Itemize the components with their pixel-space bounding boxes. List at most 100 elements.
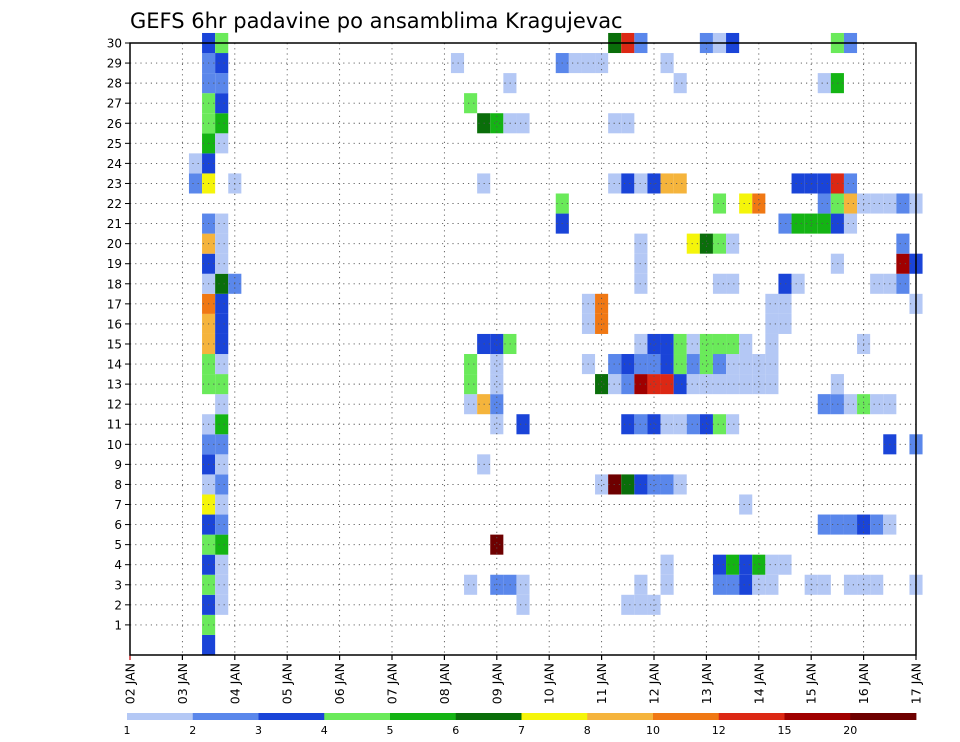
- heatmap-cell: [490, 534, 504, 555]
- grid-lines: [130, 43, 916, 655]
- heatmap-cell: [660, 414, 674, 435]
- heatmap-cell: [660, 474, 674, 495]
- heatmap-cell: [660, 354, 674, 375]
- heatmap-cell: [765, 374, 779, 395]
- y-tick-label: 23: [107, 177, 122, 191]
- heatmap-cell: [817, 193, 831, 214]
- y-tick-label: 4: [114, 558, 122, 572]
- heatmap-cell: [621, 474, 635, 495]
- heatmap-cell: [490, 354, 504, 375]
- heatmap-cell: [739, 193, 753, 214]
- heatmap-cell: [595, 474, 609, 495]
- heatmap-cell: [896, 193, 910, 214]
- x-tick-label: 16 JAN: [856, 663, 871, 704]
- heatmap-cell: [634, 173, 648, 194]
- x-tick-label: 12 JAN: [647, 663, 662, 704]
- heatmap-cell: [215, 414, 229, 435]
- colorbar-swatch: [192, 713, 259, 720]
- heatmap-cell: [490, 394, 504, 415]
- heatmap-cell: [752, 193, 766, 214]
- heatmap-cell: [215, 434, 229, 455]
- colorbar-swatch: [324, 713, 391, 720]
- heatmap-cell: [490, 333, 504, 355]
- heatmap-cell: [752, 374, 766, 395]
- heatmap-cell: [595, 53, 609, 74]
- heatmap-cell: [215, 394, 229, 415]
- heatmap-cell: [817, 514, 831, 535]
- y-tick-label: 22: [107, 197, 122, 211]
- heatmap-cell: [870, 514, 884, 535]
- colorbar-swatch: [653, 713, 720, 720]
- heatmap-cell: [739, 333, 753, 355]
- heatmap-cell: [843, 514, 858, 535]
- chart-title: GEFS 6hr padavine po ansamblima Kragujev…: [130, 9, 623, 33]
- heatmap-cell: [686, 233, 700, 254]
- colorbar-swatch: [718, 713, 785, 720]
- heatmap-cell: [686, 374, 700, 395]
- heatmap-cell: [215, 454, 229, 475]
- heatmap-cell: [726, 354, 740, 375]
- heatmap-cell: [726, 273, 740, 294]
- heatmap-cell: [739, 574, 753, 595]
- colorbar-swatch: [587, 713, 654, 720]
- heatmap-cell: [660, 574, 674, 595]
- colorbar-label: 1: [124, 724, 131, 737]
- heatmap-cell: [215, 133, 229, 154]
- heatmap-cell: [634, 594, 648, 615]
- heatmap-cell: [215, 273, 229, 294]
- heatmap-cell: [712, 273, 727, 294]
- heatmap-cell: [726, 374, 740, 395]
- heatmap-cell: [843, 213, 858, 234]
- heatmap-cell: [765, 354, 779, 375]
- colorbar-swatch: [258, 713, 325, 720]
- heatmap-cell: [215, 253, 229, 274]
- heatmap-cell: [464, 93, 478, 114]
- colorbar-label: 6: [452, 724, 459, 737]
- heatmap-cell: [699, 354, 713, 375]
- heatmap-cell: [215, 574, 229, 595]
- heatmap-cell: [647, 474, 661, 495]
- heatmap-cell: [686, 414, 700, 435]
- heatmap-cell: [516, 574, 530, 595]
- heatmap-cell: [699, 333, 713, 355]
- heatmap-cell: [673, 354, 687, 375]
- heatmap-cell: [712, 574, 727, 595]
- y-tick-label: 28: [107, 77, 122, 91]
- heatmap-cell: [621, 594, 635, 615]
- heatmap-cell: [739, 494, 753, 515]
- heatmap-cell: [726, 233, 740, 254]
- heatmap-cell: [215, 293, 229, 314]
- heatmap-cell: [647, 354, 661, 375]
- heatmap-cell: [712, 354, 727, 375]
- heatmap-cell: [765, 293, 779, 314]
- heatmap-cell: [516, 594, 530, 615]
- y-tick-label: 20: [107, 237, 122, 251]
- heatmap-cell: [896, 253, 910, 274]
- heatmap-cell: [870, 273, 884, 294]
- heatmap-cell: [450, 53, 465, 74]
- y-tick-label: 8: [114, 478, 122, 492]
- colorbar-swatch: [521, 713, 588, 720]
- x-tick-labels: 02 JAN 03 JAN 04 JAN 05 JAN 06 JAN 07 JAN 08 J…: [123, 655, 924, 704]
- heatmap-cell: [699, 414, 713, 435]
- heatmap-cell: [215, 494, 229, 515]
- heatmap-cell: [647, 333, 661, 355]
- heatmap-cell: [660, 554, 674, 575]
- heatmap-cell: [712, 374, 727, 395]
- heatmap-cell: [699, 374, 713, 395]
- heatmap-cell: [215, 53, 229, 74]
- heatmap-cell: [660, 53, 674, 74]
- y-tick-label: 16: [107, 317, 122, 331]
- heatmap-cells: [188, 32, 923, 655]
- heatmap-cell: [778, 213, 792, 234]
- heatmap-cell: [791, 213, 805, 234]
- heatmap-cell: [739, 354, 753, 375]
- heatmap-cell: [215, 313, 229, 334]
- colorbar-label: 7: [518, 724, 525, 737]
- x-tick-label: 02 JAN: [123, 663, 138, 704]
- y-tick-label: 17: [107, 297, 122, 311]
- heatmap-cell: [202, 634, 216, 655]
- colorbar-swatch: [784, 713, 851, 720]
- heatmap-cell: [188, 153, 203, 174]
